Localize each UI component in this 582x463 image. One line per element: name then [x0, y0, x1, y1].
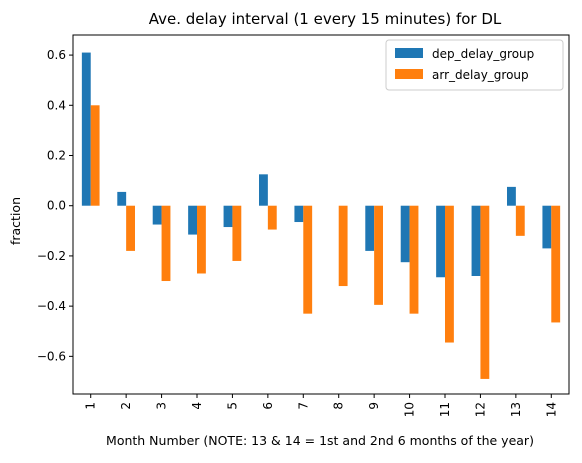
- y-tick-label-6: 0.6: [47, 48, 66, 62]
- x-tick-label-7: 7: [296, 402, 310, 410]
- x-tick-label-10: 10: [403, 402, 417, 417]
- chart-title: Ave. delay interval (1 every 15 minutes)…: [149, 10, 502, 28]
- y-tick-label-5: 0.4: [47, 98, 66, 112]
- x-axis-label: Month Number (NOTE: 13 & 14 = 1st and 2n…: [106, 433, 534, 448]
- bar-dep_delay_group-10: [400, 205, 410, 263]
- legend-swatch-dep_delay_group: [395, 48, 423, 58]
- bar-dep_delay_group-1: [81, 52, 91, 206]
- bar-dep_delay_group-6: [259, 174, 268, 206]
- y-tick-label-1: −0.4: [37, 299, 66, 313]
- bar-dep_delay_group-5: [223, 205, 233, 228]
- bar-dep_delay_group-12: [471, 205, 481, 276]
- x-tick-label-3: 3: [155, 402, 169, 410]
- legend-box: [385, 39, 564, 91]
- legend-label-dep_delay_group: dep_delay_group: [432, 47, 534, 61]
- bar-dep_delay_group-13: [507, 186, 516, 206]
- bar-dep_delay_group-7: [294, 205, 304, 223]
- bar-arr_delay_group-4: [197, 205, 206, 274]
- bar-arr_delay_group-11: [445, 205, 454, 343]
- y-tick-label-2: −0.2: [37, 249, 66, 263]
- x-tick-label-8: 8: [332, 402, 346, 410]
- x-tick-label-4: 4: [190, 402, 204, 410]
- bar-dep_delay_group-14: [542, 205, 552, 249]
- bar-dep_delay_group-2: [117, 191, 127, 206]
- y-axis-label: fraction: [8, 197, 23, 245]
- bar-dep_delay_group-9: [365, 205, 375, 251]
- bar-dep_delay_group-3: [152, 205, 162, 225]
- x-tick-label-2: 2: [119, 402, 133, 410]
- bar-arr_delay_group-8: [338, 205, 348, 287]
- bar-arr_delay_group-2: [126, 205, 135, 251]
- bar-arr_delay_group-14: [551, 205, 561, 323]
- x-tick-label-11: 11: [438, 402, 452, 417]
- bar-arr_delay_group-1: [90, 105, 100, 206]
- y-tick-label-3: 0.0: [47, 199, 66, 213]
- x-tick-label-6: 6: [261, 402, 275, 410]
- legend-swatch-arr_delay_group: [395, 69, 423, 79]
- bar-arr_delay_group-5: [232, 205, 242, 261]
- x-tick-label-14: 14: [544, 402, 558, 417]
- bar-dep_delay_group-4: [188, 205, 197, 235]
- bar-arr_delay_group-9: [374, 205, 383, 305]
- y-tick-label-0: −0.6: [37, 349, 66, 363]
- plot-frame: [72, 34, 570, 395]
- x-tick-label-9: 9: [367, 402, 381, 410]
- x-tick-label-13: 13: [509, 402, 523, 417]
- bar-arr_delay_group-3: [161, 205, 171, 282]
- legend-label-arr_delay_group: arr_delay_group: [432, 68, 529, 82]
- bar-dep_delay_group-11: [436, 205, 445, 278]
- bar-arr_delay_group-12: [480, 205, 490, 379]
- bar-arr_delay_group-10: [409, 205, 419, 314]
- x-tick-label-12: 12: [473, 402, 487, 417]
- bar-arr_delay_group-7: [303, 205, 313, 314]
- x-tick-label-1: 1: [84, 402, 98, 410]
- y-tick-label-4: 0.2: [47, 149, 66, 163]
- plot-area: 1 2 3 4 5 6 7 8 9 10 11 12 13 14−0.6−0.4−0.20.00.20.4…: [37, 34, 570, 417]
- bar-arr_delay_group-6: [267, 205, 277, 230]
- bar-arr_delay_group-13: [515, 205, 525, 236]
- x-tick-label-5: 5: [225, 402, 239, 410]
